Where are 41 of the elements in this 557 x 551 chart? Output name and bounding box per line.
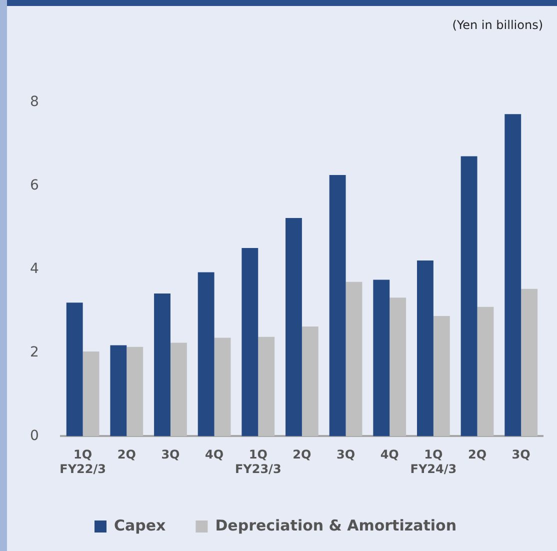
y-tick-label: 8 [30,94,39,110]
x-tick-label: 4Q [205,448,224,462]
y-tick-label: 0 [30,428,39,444]
x-tick-label: 1Q FY22/3 [60,448,106,476]
x-tick-label: 2Q [468,448,487,462]
x-tick-label: 1Q FY24/3 [410,448,457,476]
text: (Yen in billions) [452,18,543,32]
bar [286,218,302,436]
bar [373,280,390,436]
bar [126,346,144,436]
bar [433,316,450,436]
legend-label: Depreciation & Amortization [215,516,457,534]
y-tick-label: 2 [30,344,39,360]
bar [110,345,127,436]
bar [477,306,494,436]
bar [170,342,187,436]
legend-label: Capex [114,516,166,534]
bar [417,260,434,436]
x-tick-label: 3Q [161,448,180,462]
x-tick-label: 3Q [336,448,356,462]
bar [198,272,214,436]
bar [521,288,538,436]
y-tick-label: 6 [30,177,39,194]
bar [242,248,258,436]
bar [66,302,83,436]
bar [154,294,170,436]
bar [346,282,362,436]
x-tick-label: 2Q [292,448,312,462]
bar [258,336,275,436]
bar [82,352,100,436]
bar [504,114,522,436]
bar [302,326,318,436]
x-tick-label: 4Q [380,448,399,462]
bar [329,175,346,436]
bar [460,156,478,436]
y-tick-label: 4 [30,260,39,277]
x-tick-label: 1Q FY23/3 [234,448,282,476]
bar [390,298,406,436]
x-tick-label: 3Q [512,448,530,462]
bar [214,338,231,436]
x-tick-label: 2Q [117,448,136,462]
